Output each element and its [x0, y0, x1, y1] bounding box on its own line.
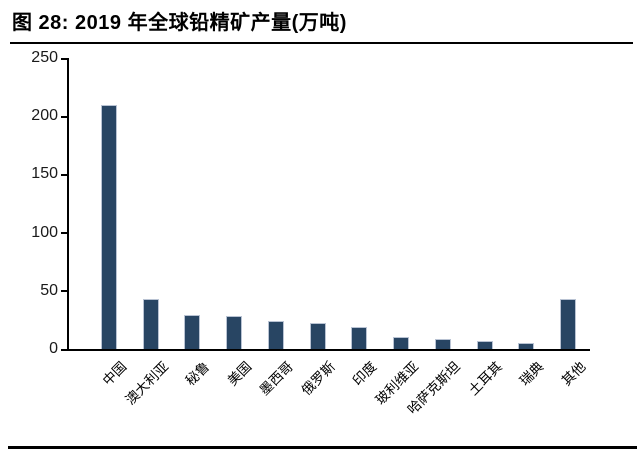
y-tick-label: 150 [31, 165, 58, 183]
bar [559, 299, 576, 349]
y-axis-line [67, 58, 69, 351]
y-tick-mark [61, 57, 67, 60]
bottom-divider [8, 446, 637, 449]
bar [476, 341, 493, 349]
x-category-label: 印度 [350, 358, 380, 389]
y-tick-mark [61, 173, 67, 176]
bar [351, 327, 368, 349]
bar [309, 323, 326, 349]
bar [101, 105, 117, 349]
y-tick-label: 50 [40, 281, 58, 299]
x-category-label: 中国 [99, 358, 130, 389]
x-category-label: 瑞典 [517, 358, 547, 389]
x-axis-line [67, 349, 590, 351]
bar [393, 337, 410, 349]
y-tick-label: 250 [31, 49, 58, 66]
bar-chart: 0 50 100 150 200 250 中国 澳大利亚 秘鲁 美国 墨西哥 俄罗斯 印度 玻利维亚 哈萨克… [0, 49, 641, 442]
figure-title: 图 28: 2019 年全球铅精矿产量(万吨) [12, 12, 347, 34]
bar [142, 299, 159, 349]
bar [518, 343, 535, 349]
y-tick-label: 200 [31, 107, 58, 125]
x-category-label: 美国 [224, 358, 255, 389]
y-tick-mark [61, 115, 67, 118]
x-category-label: 秘鲁 [183, 358, 213, 389]
y-tick-mark [61, 348, 67, 351]
x-category-label: 土耳其 [465, 358, 505, 399]
bar [267, 321, 284, 349]
x-category-label: 其他 [558, 358, 589, 389]
bar [184, 315, 201, 349]
y-tick-label: 100 [31, 223, 58, 241]
y-tick-mark [61, 232, 67, 235]
x-category-label: 墨西哥 [257, 358, 297, 399]
y-tick-label: 0 [49, 340, 58, 357]
title-divider [10, 42, 633, 44]
y-tick-mark [61, 290, 67, 293]
bar [226, 316, 243, 349]
x-category-label: 澳大利亚 [122, 358, 172, 408]
bar [434, 339, 451, 349]
x-category-label: 俄罗斯 [298, 358, 339, 399]
